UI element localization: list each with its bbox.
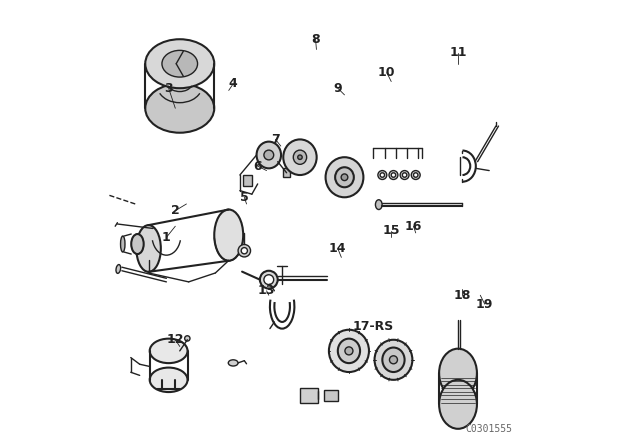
- Ellipse shape: [136, 225, 161, 272]
- Ellipse shape: [390, 356, 397, 364]
- Ellipse shape: [145, 84, 214, 133]
- Ellipse shape: [374, 340, 412, 380]
- Ellipse shape: [162, 50, 198, 77]
- Ellipse shape: [228, 360, 238, 366]
- FancyBboxPatch shape: [324, 390, 338, 401]
- Ellipse shape: [389, 171, 398, 180]
- Text: 9: 9: [333, 82, 342, 95]
- Text: C0301555: C0301555: [466, 424, 513, 434]
- Ellipse shape: [403, 173, 407, 177]
- Ellipse shape: [116, 265, 120, 273]
- Ellipse shape: [241, 248, 248, 254]
- Text: 6: 6: [253, 159, 262, 172]
- Text: 14: 14: [329, 242, 346, 255]
- Ellipse shape: [345, 347, 353, 355]
- Ellipse shape: [293, 150, 307, 164]
- Ellipse shape: [413, 173, 418, 177]
- Ellipse shape: [257, 142, 281, 168]
- Ellipse shape: [335, 167, 354, 187]
- Text: 17-RS: 17-RS: [353, 320, 394, 333]
- Ellipse shape: [376, 200, 382, 210]
- Text: 2: 2: [171, 204, 180, 217]
- Ellipse shape: [380, 173, 385, 177]
- Ellipse shape: [341, 174, 348, 181]
- Ellipse shape: [400, 171, 409, 180]
- Text: 12: 12: [166, 333, 184, 346]
- Text: 5: 5: [240, 191, 249, 204]
- Text: 13: 13: [258, 284, 275, 297]
- Ellipse shape: [412, 171, 420, 180]
- Text: 10: 10: [378, 66, 396, 79]
- Ellipse shape: [238, 245, 250, 257]
- Ellipse shape: [439, 380, 477, 429]
- Ellipse shape: [439, 349, 477, 398]
- Ellipse shape: [145, 39, 214, 88]
- Ellipse shape: [329, 330, 369, 372]
- Ellipse shape: [185, 336, 190, 341]
- Ellipse shape: [214, 210, 243, 261]
- Ellipse shape: [382, 348, 404, 372]
- Ellipse shape: [264, 275, 274, 284]
- FancyBboxPatch shape: [284, 168, 290, 177]
- FancyBboxPatch shape: [300, 388, 318, 403]
- Ellipse shape: [120, 236, 125, 252]
- Ellipse shape: [131, 234, 144, 254]
- Text: 7: 7: [271, 133, 280, 146]
- Text: 3: 3: [164, 82, 173, 95]
- FancyBboxPatch shape: [243, 175, 252, 186]
- Ellipse shape: [326, 157, 364, 197]
- Text: 16: 16: [405, 220, 422, 233]
- Text: 4: 4: [229, 77, 237, 90]
- Ellipse shape: [298, 155, 302, 159]
- Ellipse shape: [338, 339, 360, 363]
- Ellipse shape: [378, 171, 387, 180]
- Text: 15: 15: [383, 224, 400, 237]
- Text: 8: 8: [311, 33, 320, 46]
- Ellipse shape: [260, 271, 278, 289]
- Ellipse shape: [150, 368, 188, 392]
- Text: 1: 1: [162, 231, 171, 244]
- Ellipse shape: [264, 150, 274, 160]
- Ellipse shape: [284, 139, 317, 175]
- Text: 18: 18: [454, 289, 471, 302]
- Ellipse shape: [150, 339, 188, 363]
- Text: 11: 11: [449, 46, 467, 59]
- Ellipse shape: [391, 173, 396, 177]
- Text: 19: 19: [476, 297, 493, 310]
